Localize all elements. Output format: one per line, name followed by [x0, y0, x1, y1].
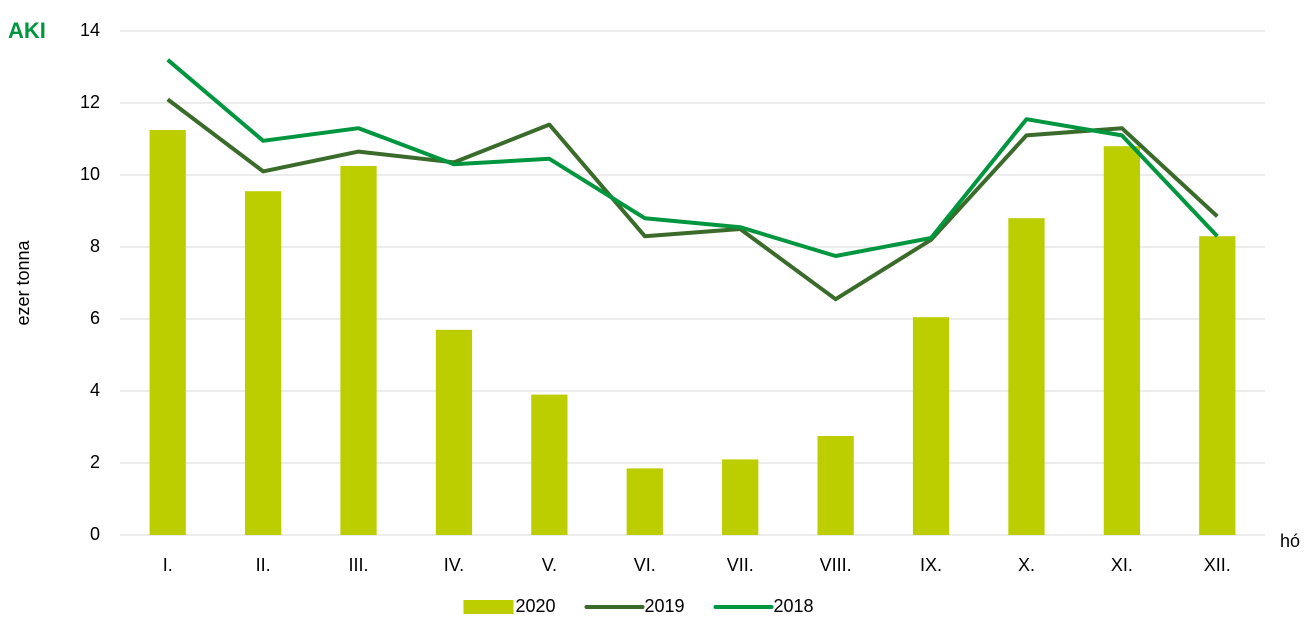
- y-tick-label: 14: [80, 20, 100, 40]
- legend-swatch: [463, 600, 514, 614]
- x-tick-label: IV.: [444, 555, 464, 575]
- line: [166, 97, 1219, 302]
- bar: [531, 394, 568, 535]
- y-tick-label: 6: [90, 308, 100, 328]
- legend-label: 2019: [645, 596, 685, 616]
- x-tick-label: VIII.: [820, 555, 852, 575]
- bar: [149, 130, 186, 535]
- bar: [1008, 218, 1045, 535]
- x-tick-label: VII.: [727, 555, 754, 575]
- legend-label: 2020: [516, 596, 556, 616]
- y-tick-label: 8: [90, 236, 100, 256]
- y-tick-label: 10: [80, 164, 100, 184]
- bar: [626, 468, 663, 535]
- bar: [1199, 236, 1236, 535]
- bar: [1103, 146, 1141, 535]
- bar: [340, 166, 377, 535]
- x-tick-label: IX.: [920, 555, 942, 575]
- bar: [817, 436, 854, 535]
- x-tick-label: VI.: [634, 555, 656, 575]
- bar: [722, 459, 759, 535]
- x-tick-label: X.: [1018, 555, 1035, 575]
- x-tick-label: XII.: [1204, 555, 1231, 575]
- logo: AKI: [8, 18, 46, 43]
- y-axis-label: ezer tonna: [13, 239, 33, 325]
- y-tick-label: 12: [80, 92, 100, 112]
- x-axis-label: hó: [1280, 531, 1300, 551]
- x-tick-label: V.: [542, 555, 557, 575]
- bar: [435, 329, 473, 535]
- legend-label: 2018: [774, 596, 814, 616]
- bar: [912, 317, 950, 535]
- x-tick-label: XI.: [1111, 555, 1133, 575]
- x-tick-label: II.: [256, 555, 271, 575]
- bar: [244, 191, 282, 535]
- line: [166, 58, 1219, 258]
- y-tick-label: 2: [90, 452, 100, 472]
- y-tick-label: 0: [90, 524, 100, 544]
- x-tick-label: III.: [349, 555, 369, 575]
- y-tick-label: 4: [90, 380, 100, 400]
- x-tick-label: I.: [163, 555, 173, 575]
